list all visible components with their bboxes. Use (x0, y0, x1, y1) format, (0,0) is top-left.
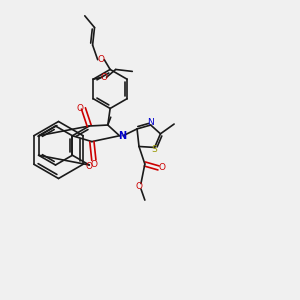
Text: N: N (118, 131, 127, 141)
Text: O: O (97, 55, 104, 64)
Text: O: O (159, 164, 166, 172)
Text: S: S (152, 145, 158, 154)
Text: O: O (90, 160, 97, 169)
Text: O: O (101, 73, 108, 82)
Text: O: O (86, 162, 93, 171)
Text: O: O (76, 104, 83, 113)
Text: N: N (147, 118, 154, 127)
Text: O: O (136, 182, 143, 191)
